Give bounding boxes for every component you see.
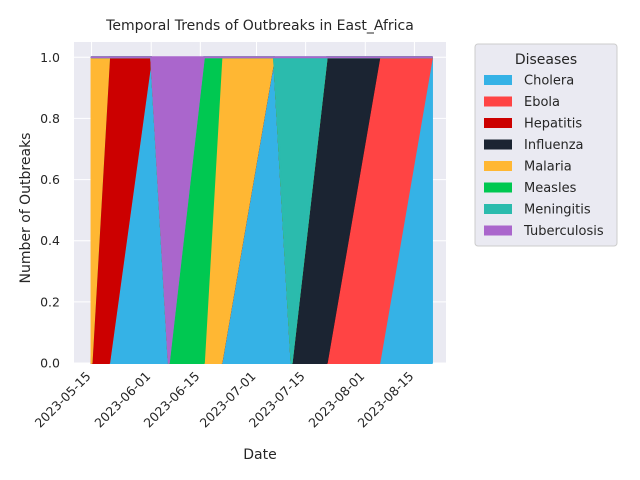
y-axis-label: Number of Outbreaks <box>18 133 34 284</box>
area-series-group <box>90 56 433 364</box>
legend-swatch-hepatitis <box>484 118 512 128</box>
legend-swatch-meningitis <box>484 204 512 214</box>
legend-title: Diseases <box>515 52 577 68</box>
y-tick-label-1: 0.2 <box>40 294 60 309</box>
plot-area: 0.00.20.40.60.81.02023-05-152023-06-0120… <box>32 42 446 430</box>
legend-frame <box>474 43 618 247</box>
legend-swatch-cholera <box>484 75 512 85</box>
x-axis-label: Date <box>243 447 276 463</box>
legend-swatch-malaria <box>484 161 512 171</box>
legend-swatch-ebola <box>484 96 512 107</box>
y-tick-label-5: 1.0 <box>40 50 60 65</box>
area-tuberculosis <box>90 56 433 364</box>
legend-label-cholera: Cholera <box>524 74 574 89</box>
legend-label-measles: Measles <box>524 181 577 196</box>
x-tick-label-0: 2023-05-15 <box>32 369 94 431</box>
legend-swatch-influenza <box>484 139 512 150</box>
y-tick-label-2: 0.4 <box>40 233 60 248</box>
legend-items: Cholera Ebola Hepatitis Influenza Malaria Mea… <box>484 74 604 239</box>
legend-label-tuberculosis: Tuberculosis <box>523 224 604 239</box>
legend-label-influenza: Influenza <box>524 138 584 153</box>
y-tick-label-0: 0.0 <box>40 356 60 371</box>
y-tick-label-4: 0.8 <box>40 111 60 126</box>
y-tick-label-3: 0.6 <box>40 172 60 187</box>
legend-label-malaria: Malaria <box>524 160 572 175</box>
legend-swatch-tuberculosis <box>484 225 512 236</box>
legend-swatch-measles <box>484 182 512 193</box>
chart-title: Temporal Trends of Outbreaks in East_Afr… <box>105 18 414 34</box>
legend-label-hepatitis: Hepatitis <box>524 117 582 132</box>
legend-label-meningitis: Meningitis <box>524 203 591 218</box>
legend-label-ebola: Ebola <box>524 95 560 110</box>
legend: Diseases Cholera Ebola Hepatitis Influenza M… <box>474 43 618 247</box>
